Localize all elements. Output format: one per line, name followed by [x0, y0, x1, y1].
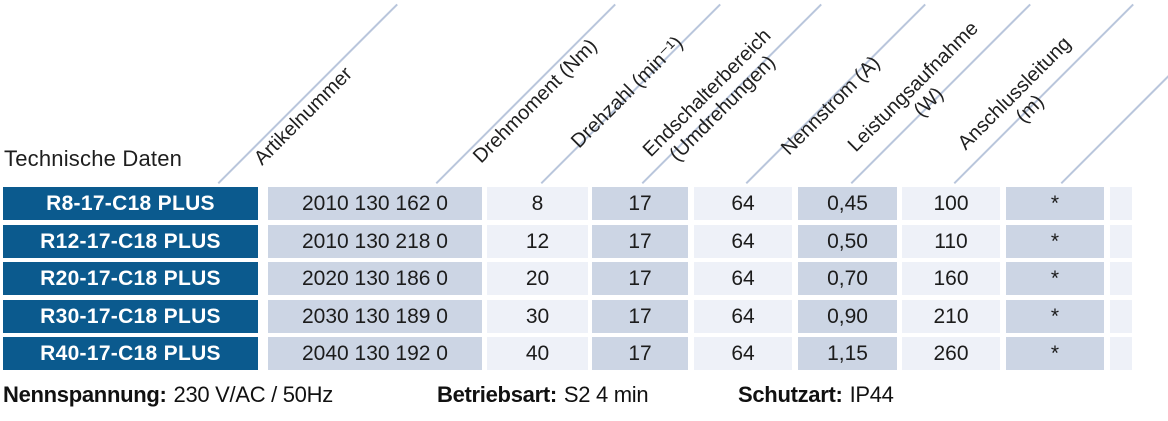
spec-nennspannung: Nennspannung: 230 V/AC / 50Hz [3, 382, 333, 408]
cell-artikelnummer: 2030 130 189 0 [268, 300, 482, 333]
table-row: R40-17-C18 PLUS 2040 130 192 0 40 17 64 … [0, 337, 1168, 370]
cell-anschlussleitung: * [1006, 187, 1104, 220]
table-edge-strip [1110, 337, 1132, 370]
cell-endschalterbereich: 64 [694, 300, 792, 333]
table-edge-strip [1110, 300, 1132, 333]
row-label: R12-17-C18 PLUS [3, 225, 258, 258]
cell-nennstrom: 0,70 [798, 262, 897, 295]
spec-value: S2 4 min [563, 382, 649, 407]
table-row: R20-17-C18 PLUS 2020 130 186 0 20 17 64 … [0, 262, 1168, 295]
cell-drehmoment: 40 [487, 337, 588, 370]
cell-drehzahl: 17 [592, 262, 688, 295]
row-label: R40-17-C18 PLUS [3, 337, 258, 370]
cell-anschlussleitung: * [1006, 337, 1104, 370]
cell-drehmoment: 20 [487, 262, 588, 295]
cell-drehmoment: 8 [487, 187, 588, 220]
cell-endschalterbereich: 64 [694, 225, 792, 258]
cell-nennstrom: 0,45 [798, 187, 897, 220]
cell-drehzahl: 17 [592, 225, 688, 258]
header-diagonal-line [217, 3, 398, 184]
table-edge-strip [1110, 262, 1132, 295]
spec-value: 230 V/AC / 50Hz [173, 382, 334, 407]
table-row: R12-17-C18 PLUS 2010 130 218 0 12 17 64 … [0, 225, 1168, 258]
cell-nennstrom: 0,50 [798, 225, 897, 258]
spec-label: Betriebsart: [437, 382, 557, 407]
spec-value: IP44 [849, 382, 894, 407]
spec-betriebsart: Betriebsart: S2 4 min [437, 382, 649, 408]
cell-nennstrom: 0,90 [798, 300, 897, 333]
table-row: R30-17-C18 PLUS 2030 130 189 0 30 17 64 … [0, 300, 1168, 333]
cell-artikelnummer: 2040 130 192 0 [268, 337, 482, 370]
cell-drehzahl: 17 [592, 300, 688, 333]
table-edge-strip [1110, 225, 1132, 258]
cell-endschalterbereich: 64 [694, 187, 792, 220]
cell-leistungsaufnahme: 160 [902, 262, 1000, 295]
cell-drehmoment: 30 [487, 300, 588, 333]
page-title: Technische Daten [4, 146, 183, 171]
cell-artikelnummer: 2010 130 162 0 [268, 187, 482, 220]
cell-drehmoment: 12 [487, 225, 588, 258]
cell-endschalterbereich: 64 [694, 262, 792, 295]
cell-endschalterbereich: 64 [694, 337, 792, 370]
row-label: R30-17-C18 PLUS [3, 300, 258, 333]
header-diagonal-line [1060, 3, 1168, 184]
cell-leistungsaufnahme: 210 [902, 300, 1000, 333]
cell-leistungsaufnahme: 260 [902, 337, 1000, 370]
spec-label: Nennspannung: [3, 382, 167, 407]
column-header-artikelnummer: Artikelnummer [250, 62, 357, 170]
cell-drehzahl: 17 [592, 187, 688, 220]
cell-artikelnummer: 2020 130 186 0 [268, 262, 482, 295]
table-row: R8-17-C18 PLUS 2010 130 162 0 8 17 64 0,… [0, 187, 1168, 220]
cell-drehzahl: 17 [592, 337, 688, 370]
cell-artikelnummer: 2010 130 218 0 [268, 225, 482, 258]
spec-schutzart: Schutzart: IP44 [738, 382, 894, 408]
row-label: R20-17-C18 PLUS [3, 262, 258, 295]
table-edge-strip [1110, 187, 1132, 220]
spec-label: Schutzart: [738, 382, 843, 407]
cell-anschlussleitung: * [1006, 300, 1104, 333]
cell-anschlussleitung: * [1006, 262, 1104, 295]
row-label: R8-17-C18 PLUS [3, 187, 258, 220]
cell-leistungsaufnahme: 100 [902, 187, 1000, 220]
cell-nennstrom: 1,15 [798, 337, 897, 370]
cell-leistungsaufnahme: 110 [902, 225, 1000, 258]
cell-anschlussleitung: * [1006, 225, 1104, 258]
spec-footer: Nennspannung: 230 V/AC / 50Hz Betriebsart… [0, 382, 1168, 412]
